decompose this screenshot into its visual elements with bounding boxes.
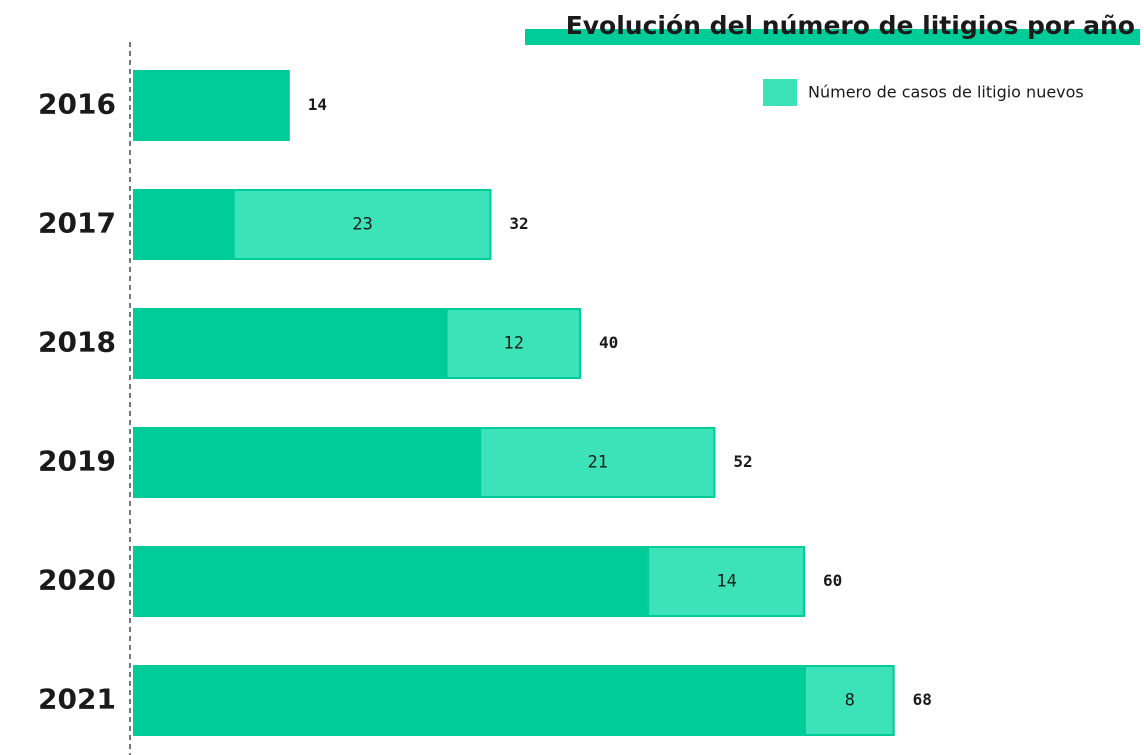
bar-new [479,427,716,498]
new-label: 21 [588,453,608,473]
category-label: 2018 [38,326,116,359]
legend-swatch [763,79,797,106]
category-label: 2016 [38,88,116,121]
bar-new [804,665,895,736]
category-label: 2021 [38,683,116,716]
new-label: 14 [716,572,736,592]
title-underline [525,29,1140,45]
category-label: 2019 [38,445,116,478]
total-label: 68 [913,690,932,709]
legend-label: Número de casos de litigio nuevos [808,83,1084,102]
new-label: 12 [504,334,524,354]
bar-total [133,665,895,736]
category-label: 2017 [38,207,116,240]
total-label: 60 [823,571,842,590]
bar-new [232,189,492,260]
total-label: 14 [308,95,327,114]
bar-new [647,546,806,617]
new-label: 8 [845,691,855,711]
category-label: 2020 [38,564,116,597]
bar-total [133,70,290,141]
new-label: 23 [352,215,372,235]
bar-new [445,308,581,379]
total-label: 40 [599,333,618,352]
chart-title: Evolución del número de litigios por año [566,11,1135,40]
total-label: 52 [733,452,752,471]
total-label: 32 [509,214,528,233]
